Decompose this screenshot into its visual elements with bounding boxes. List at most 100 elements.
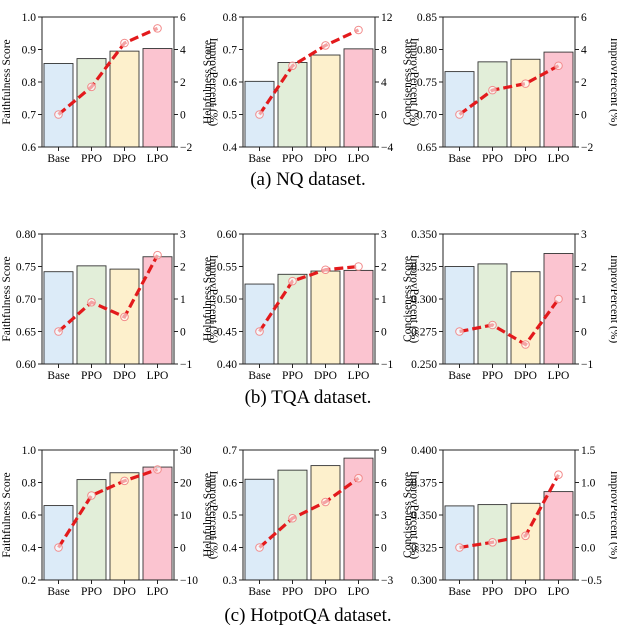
x-tick-label: LPO [548,370,570,382]
bar-base [244,283,275,365]
right-axis-label: ImprovPercent (%) [608,471,617,560]
left-tick-label: 0.375 [411,478,437,490]
right-tick-label: 3 [381,229,387,241]
right-tick-label: 1.0 [581,478,596,490]
left-tick-label: 0.80 [417,45,437,57]
improvement-point [120,312,129,322]
x-tick-label: Base [47,153,69,165]
left-tick-label: 0.65 [417,142,437,154]
left-tick-label: 0.8 [22,478,37,490]
left-tick-label: 0.8 [223,12,238,24]
left-tick-label: 0.50 [217,294,237,306]
bar-dpo [510,58,541,148]
left-tick-label: 1.0 [22,445,37,457]
improvement-point [87,297,96,307]
right-axis-label: ImprovPercent (%) [408,255,420,344]
right-tick-label: 8 [381,45,387,57]
right-tick-label: 0 [381,110,387,122]
right-tick-label: 4 [180,45,186,57]
left-tick-label: 0.6 [22,510,37,522]
x-tick-label: Base [47,586,69,598]
right-tick-label: 2 [180,77,186,89]
improvement-point [488,538,497,547]
left-tick-label: 0.55 [217,262,237,274]
x-tick-label: Base [47,370,69,382]
right-axis-label: ImprovPercent (%) [408,38,420,127]
left-tick-label: 0.45 [217,327,237,339]
left-tick-label: 0.60 [217,229,237,241]
improvement-point [54,110,63,119]
left-tick-label: 0.325 [411,262,437,274]
improvement-point [554,470,563,480]
bar-ppo [76,265,107,365]
improvement-point [120,38,129,48]
right-tick-label: 0 [581,110,587,122]
right-tick-label: 3 [381,510,387,522]
improvement-point [288,513,297,523]
bar-dpo [109,472,140,581]
x-tick-label: DPO [314,586,337,598]
left-tick-label: 0.3 [223,575,238,587]
bar-dpo [310,54,341,148]
right-tick-label: 1 [381,294,387,306]
bar-ppo [277,273,308,365]
right-tick-label: 10 [180,510,192,522]
left-tick-label: 0.5 [223,510,238,522]
x-tick-label: PPO [282,153,303,165]
right-tick-label: 30 [180,445,192,457]
right-tick-label: 12 [381,12,393,24]
y-axis-label: Faithfulness Score [1,39,13,124]
right-tick-label: 1 [180,294,186,306]
subplot-1-0: 0.60 0.65 0.70 0.75 0.80 −1 0 1 2 3 Base PPO DPO LPO F… [1,229,219,382]
y-axis-label: Helpfulness Score [202,40,214,124]
x-tick-label: PPO [282,586,303,598]
left-tick-label: 0.70 [417,110,437,122]
y-axis-label: Conciseness Score [402,472,414,558]
right-tick-label: −2 [180,142,192,154]
x-tick-label: PPO [81,370,102,382]
right-tick-label: 9 [381,445,387,457]
improvement-point [255,543,264,552]
left-tick-label: 0.75 [16,262,36,274]
improvement-line [258,264,359,333]
right-tick-label: −3 [381,575,393,587]
caption: (a) NQ dataset. [250,169,366,190]
x-tick-label: Base [248,370,270,382]
left-tick-label: 0.4 [223,543,238,555]
improvement-point [87,82,96,92]
x-tick-label: Base [448,586,470,598]
bar-ppo [477,263,508,365]
improvement-point [554,294,563,304]
left-tick-label: 0.350 [411,510,437,522]
y-axis-label: Faithfulness Score [1,472,13,557]
x-tick-label: LPO [348,153,370,165]
x-tick-label: LPO [348,586,370,598]
bar-lpo [142,48,173,148]
x-tick-label: DPO [514,153,537,165]
right-tick-label: 20 [180,478,192,490]
improvement-point [153,465,162,474]
bar-base [43,505,74,581]
right-tick-label: 2 [381,262,387,274]
x-tick-label: Base [248,586,270,598]
x-tick-label: LPO [548,586,570,598]
x-tick-label: Base [448,370,470,382]
x-tick-label: PPO [482,370,503,382]
improvement-point [153,24,162,33]
bar-lpo [343,48,374,148]
subplot-0-2: 0.65 0.70 0.75 0.80 0.85 −2 0 2 4 6 Base PPO DPO LPO C… [402,12,617,165]
bar-lpo [543,491,574,581]
improvement-point [54,543,63,552]
bar-lpo [142,256,173,365]
left-tick-label: 0.5 [223,110,238,122]
x-tick-label: LPO [147,586,169,598]
left-tick-label: 0.300 [411,294,437,306]
subplot-0-0: 0.6 0.7 0.8 0.9 1.0 −2 0 2 4 6 Base PPO DPO LPO Faithf… [1,12,219,165]
right-tick-label: 1 [581,294,587,306]
left-tick-label: 1.0 [22,12,37,24]
left-tick-label: 0.80 [16,229,36,241]
left-tick-label: 0.7 [223,445,238,457]
subplot-1-2: 0.250 0.275 0.300 0.325 0.350 −1 0 1 2 3 Base PPO DP… [402,229,617,382]
subplot-2-1: 0.3 0.4 0.5 0.6 0.7 −3 0 3 6 9 Base PPO DPO LPO Helpfu… [202,445,420,598]
